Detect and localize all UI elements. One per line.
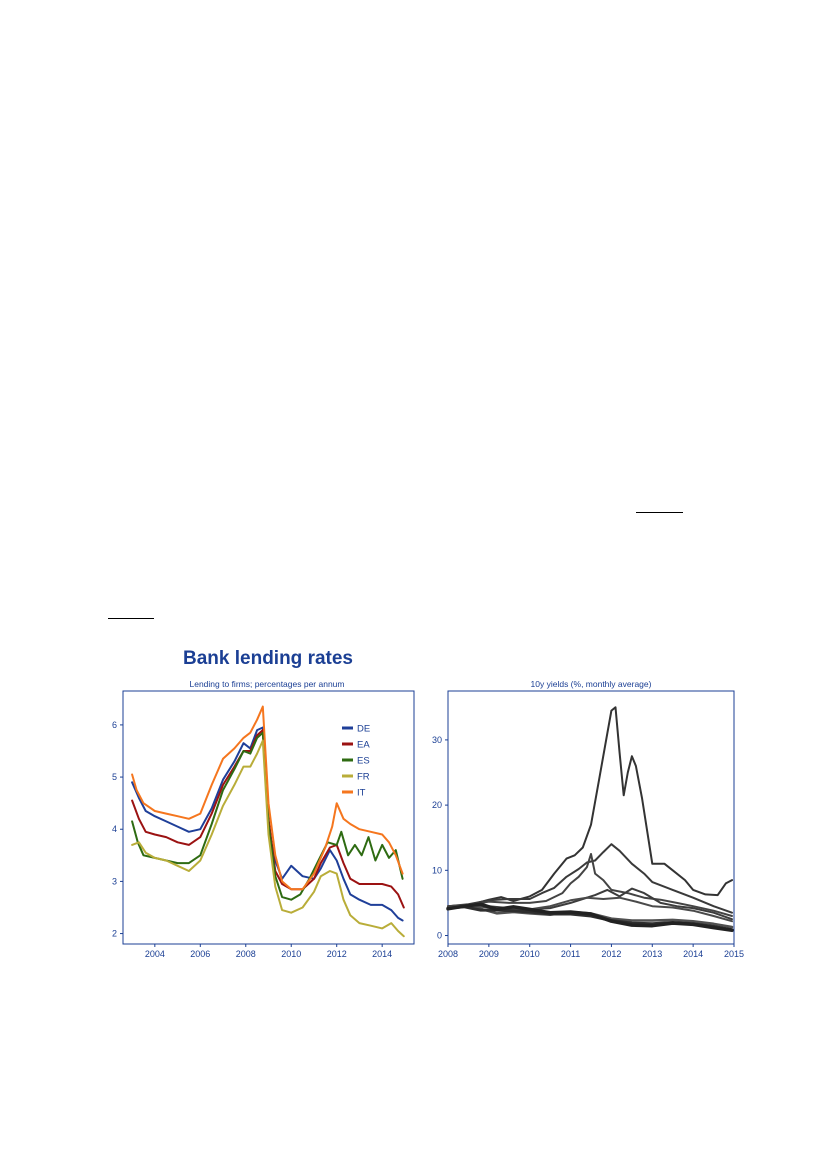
legend-label: EA bbox=[357, 740, 370, 751]
legend-label: DE bbox=[357, 724, 370, 735]
series-line-es bbox=[131, 731, 404, 901]
lending-rates-chart: Lending to firms; percentages per annum … bbox=[112, 679, 415, 959]
plot-frame bbox=[447, 690, 735, 945]
x-tick-label: 2004 bbox=[145, 949, 165, 959]
x-tick-label: 2013 bbox=[642, 949, 662, 959]
chart-title: Lending to firms; percentages per annum bbox=[190, 679, 345, 689]
yields-chart: 10y yields (%, monthly average) 0 10 20 30 2… bbox=[432, 679, 744, 959]
x-tick-label: 2010 bbox=[520, 949, 540, 959]
y-tick-label: 10 bbox=[432, 865, 442, 875]
legend-label: FR bbox=[357, 772, 370, 783]
y-tick-label: 20 bbox=[432, 800, 442, 810]
series-line-8 bbox=[446, 902, 734, 933]
x-tick-label: 2012 bbox=[327, 949, 347, 959]
y-tick-label: 6 bbox=[112, 720, 117, 730]
legend-label: ES bbox=[357, 756, 370, 767]
series-line-3 bbox=[447, 853, 733, 917]
x-tick-label: 2010 bbox=[281, 949, 301, 959]
legend-label: IT bbox=[357, 788, 366, 799]
x-tick-label: 2008 bbox=[438, 949, 458, 959]
series-line-1 bbox=[447, 706, 733, 908]
y-tick-label: 3 bbox=[112, 876, 117, 886]
x-tick-label: 2006 bbox=[190, 949, 210, 959]
x-tick-label: 2012 bbox=[601, 949, 621, 959]
plot-area: 0 10 20 30 2008 2009 2010 2011 2012 2013 2014 2015 bbox=[432, 706, 744, 959]
y-tick-label: 0 bbox=[437, 931, 442, 941]
footnote-rule-bottom bbox=[108, 618, 154, 619]
chart-title: 10y yields (%, monthly average) bbox=[531, 679, 652, 689]
x-tick-label: 2015 bbox=[724, 949, 744, 959]
y-tick-label: 5 bbox=[112, 772, 117, 782]
x-tick-label: 2014 bbox=[372, 949, 392, 959]
x-tick-label: 2011 bbox=[561, 949, 580, 959]
series-line-2 bbox=[447, 843, 733, 914]
plot-area: 2 3 4 5 6 2004 2006 2008 2010 2012 2014 DE EA ES FR IT bbox=[112, 705, 405, 959]
y-tick-label: 4 bbox=[112, 824, 117, 834]
footnote-rule-top bbox=[636, 512, 683, 513]
plot-frame bbox=[122, 690, 415, 945]
x-tick-label: 2009 bbox=[479, 949, 499, 959]
y-tick-label: 30 bbox=[432, 735, 442, 745]
y-tick-label: 2 bbox=[112, 929, 117, 939]
series-line-it bbox=[131, 705, 404, 891]
figure-title: Bank lending rates bbox=[183, 648, 353, 669]
x-tick-label: 2008 bbox=[236, 949, 256, 959]
series-line-fr bbox=[131, 739, 405, 938]
x-tick-label: 2014 bbox=[683, 949, 703, 959]
